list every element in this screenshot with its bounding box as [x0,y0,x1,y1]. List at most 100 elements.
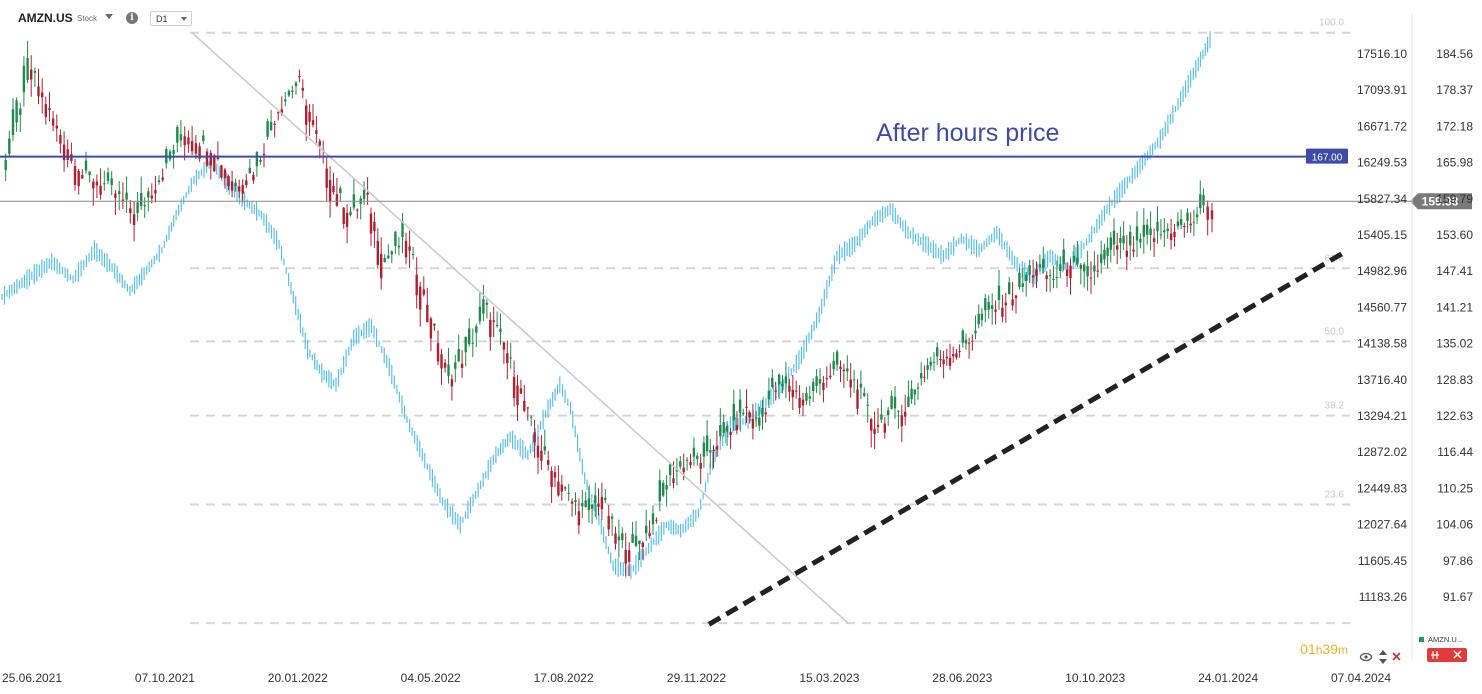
price-candle-body [1135,226,1139,241]
price-candle-body [767,390,771,400]
right-axis-tick-label: 104.06 [1436,518,1473,532]
price-candle-body [147,191,150,198]
price-candle-body [795,390,798,392]
price-candle-body [238,186,241,192]
x-axis-tick-label: 10.10.2023 [1065,671,1125,685]
price-candle-body [590,504,594,509]
price-candle-body [560,484,563,492]
price-candle-body [59,135,62,144]
price-candle-body [194,143,198,154]
price-candle-body [1086,266,1089,277]
price-candle-body [280,109,283,115]
price-candle-body [991,305,994,310]
price-candle-body [234,182,237,186]
reorder-arrows-icon[interactable] [1379,650,1387,664]
price-candle-body [696,455,699,460]
price-candle-body [1076,257,1079,265]
price-candle-body [910,388,913,400]
price-candle-body [577,511,581,526]
price-candle-body [1100,254,1103,264]
symbol-label[interactable]: AMZN.US [18,11,73,25]
price-candle-body [526,407,529,409]
price-candle-body [339,188,342,193]
price-candle-body [482,299,485,314]
price-candle-body [383,258,386,262]
price-candle-body [318,141,321,146]
price-candle-body [822,382,825,391]
chart-toolbar: AMZN.US Stock i D1 [0,0,1482,34]
price-candle-body [1052,278,1055,281]
remove-instrument-icon[interactable] [1453,650,1462,659]
price-candle-body [920,373,923,379]
price-candle-body [26,57,29,80]
price-candle-body [1093,265,1096,272]
symbol-dropdown-icon[interactable] [105,14,113,19]
price-candle-body [44,104,47,117]
price-candle-body [942,359,945,365]
price-candle-body [190,141,194,152]
price-candle-body [825,378,828,380]
price-candle-body [873,428,876,435]
price-candle-body [543,446,546,451]
price-candle-body [604,497,607,501]
price-candle-body [48,108,51,110]
price-candle-body [1119,238,1122,243]
price-candle-body [509,357,512,359]
price-candle-body [30,69,33,80]
price-candle-body [450,379,454,387]
price-candle-body [536,445,540,458]
price-candle-body [454,362,457,369]
price-candle-body [19,108,22,115]
price-candle-body [581,503,584,507]
info-icon[interactable]: i [126,12,138,24]
price-candle-body [305,105,308,125]
price-candle-body [1038,264,1042,268]
price-candle-body [426,304,429,323]
price-candle-body [936,347,939,357]
fib-level-label: 23.6 [1325,489,1345,500]
price-candle-body [404,240,408,258]
price-candle-body [95,181,99,186]
price-candle-body [1173,231,1176,238]
price-candle-body [506,353,509,364]
secondary-axis-tick-label: 17093.91 [1357,83,1407,97]
price-candle-body [422,289,425,295]
price-candle-body [301,87,304,91]
price-candle-body [815,376,818,386]
price-candle-body [1065,269,1069,276]
timeframe-select[interactable]: D1 [150,11,192,26]
price-candle-body [712,449,715,452]
price-candle-body [77,171,80,187]
price-candle-body [929,361,932,366]
price-candle-body [1004,302,1007,306]
price-candle-body [408,246,411,251]
close-icon[interactable] [1392,652,1401,661]
price-candle-body [33,70,37,73]
eye-icon[interactable] [1359,652,1373,662]
price-candle-body [376,240,379,265]
x-axis-tick-label: 07.04.2024 [1331,671,1391,685]
price-candle-body [897,410,900,412]
secondary-axis-tick-label: 14138.58 [1357,337,1407,351]
price-candle-body [1001,307,1004,317]
price-candle-body [774,390,777,392]
price-candle-body [1011,299,1014,306]
timeframe-dropdown-icon [181,17,187,21]
price-candle-body [1072,255,1076,262]
price-candle-body [1152,238,1156,242]
price-candle-body [587,498,591,510]
price-candle-body [92,181,95,189]
price-candle-body [621,533,624,541]
price-candle-body [1025,274,1028,281]
price-candle-body [325,168,328,188]
price-candle-body [269,122,273,131]
price-candle-body [651,513,655,525]
price-candle-body [475,326,478,333]
price-candle-body [187,137,190,145]
candle-style-icon[interactable] [1431,651,1439,659]
fib-level-label: 100.0 [1319,18,1344,29]
price-candle-body [557,481,560,496]
price-candle-body [1142,224,1145,237]
price-candle-body [168,151,172,160]
